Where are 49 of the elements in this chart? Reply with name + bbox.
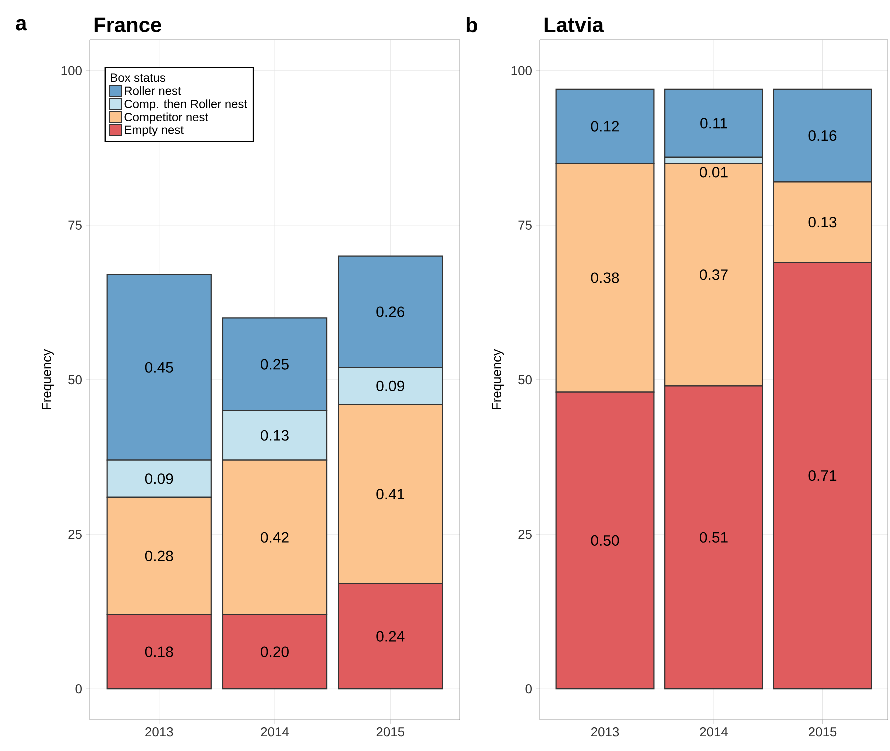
annotation: 0.16 (808, 130, 837, 142)
text: a (16, 19, 28, 31)
legend-label: Roller nest (125, 86, 182, 96)
y-tick-label: 75 (68, 220, 82, 230)
y-tick-label: 25 (518, 530, 532, 540)
y-axis-title: Frequency (42, 349, 54, 410)
annotation: 0.26 (376, 306, 405, 318)
annotation: 0.24 (376, 631, 405, 642)
annotation: 0.41 (376, 489, 404, 500)
x-tick-label: 2013 (146, 728, 174, 737)
annotation: 0.28 (145, 550, 174, 562)
text: b (466, 17, 478, 33)
annotation: 0.09 (145, 474, 174, 484)
legend-label: Empty nest (125, 126, 184, 137)
annotation: 0.13 (261, 430, 289, 441)
annotation: 0.45 (145, 362, 174, 373)
annotation: 0.71 (808, 470, 837, 482)
x-tick-label: 2014 (261, 728, 290, 737)
legend-title: Box status (111, 74, 166, 82)
y-axis-title: Frequency (492, 349, 504, 410)
annotation: 0.20 (261, 646, 289, 658)
chart-title: Latvia (544, 17, 604, 32)
y-tick-label: 50 (68, 375, 82, 385)
annotation: 0.12 (591, 121, 620, 132)
x-tick-label: 2014 (700, 728, 728, 737)
y-tick-label: 0 (76, 684, 82, 694)
annotation: 0.42 (261, 532, 289, 543)
y-tick-label: 100 (512, 66, 532, 76)
annotation: 0.50 (591, 535, 620, 546)
annotation: 0.11 (700, 118, 728, 129)
annotation: 0.37 (700, 270, 728, 280)
y-tick-label: 75 (518, 220, 532, 230)
annotation: 0.18 (145, 646, 174, 658)
annotation: 0.09 (376, 380, 404, 392)
annotation: 0.51 (700, 532, 728, 543)
legend-label: Comp. then Roller nest (124, 100, 248, 111)
annotation: 0.38 (591, 272, 620, 284)
y-tick-label: 0 (526, 684, 532, 694)
x-tick-label: 2015 (376, 728, 404, 737)
x-tick-label: 2015 (809, 728, 837, 737)
y-tick-label: 50 (518, 375, 532, 385)
chart-title: France (94, 18, 162, 32)
y-tick-label: 100 (62, 66, 82, 76)
y-tick-label: 25 (68, 530, 82, 540)
x-tick-label: 2013 (592, 728, 620, 737)
legend-label: Competitor nest (124, 112, 208, 124)
annotation: 0.13 (808, 217, 837, 228)
annotation: 0.25 (261, 359, 289, 370)
annotation: 0.01 (700, 167, 728, 178)
